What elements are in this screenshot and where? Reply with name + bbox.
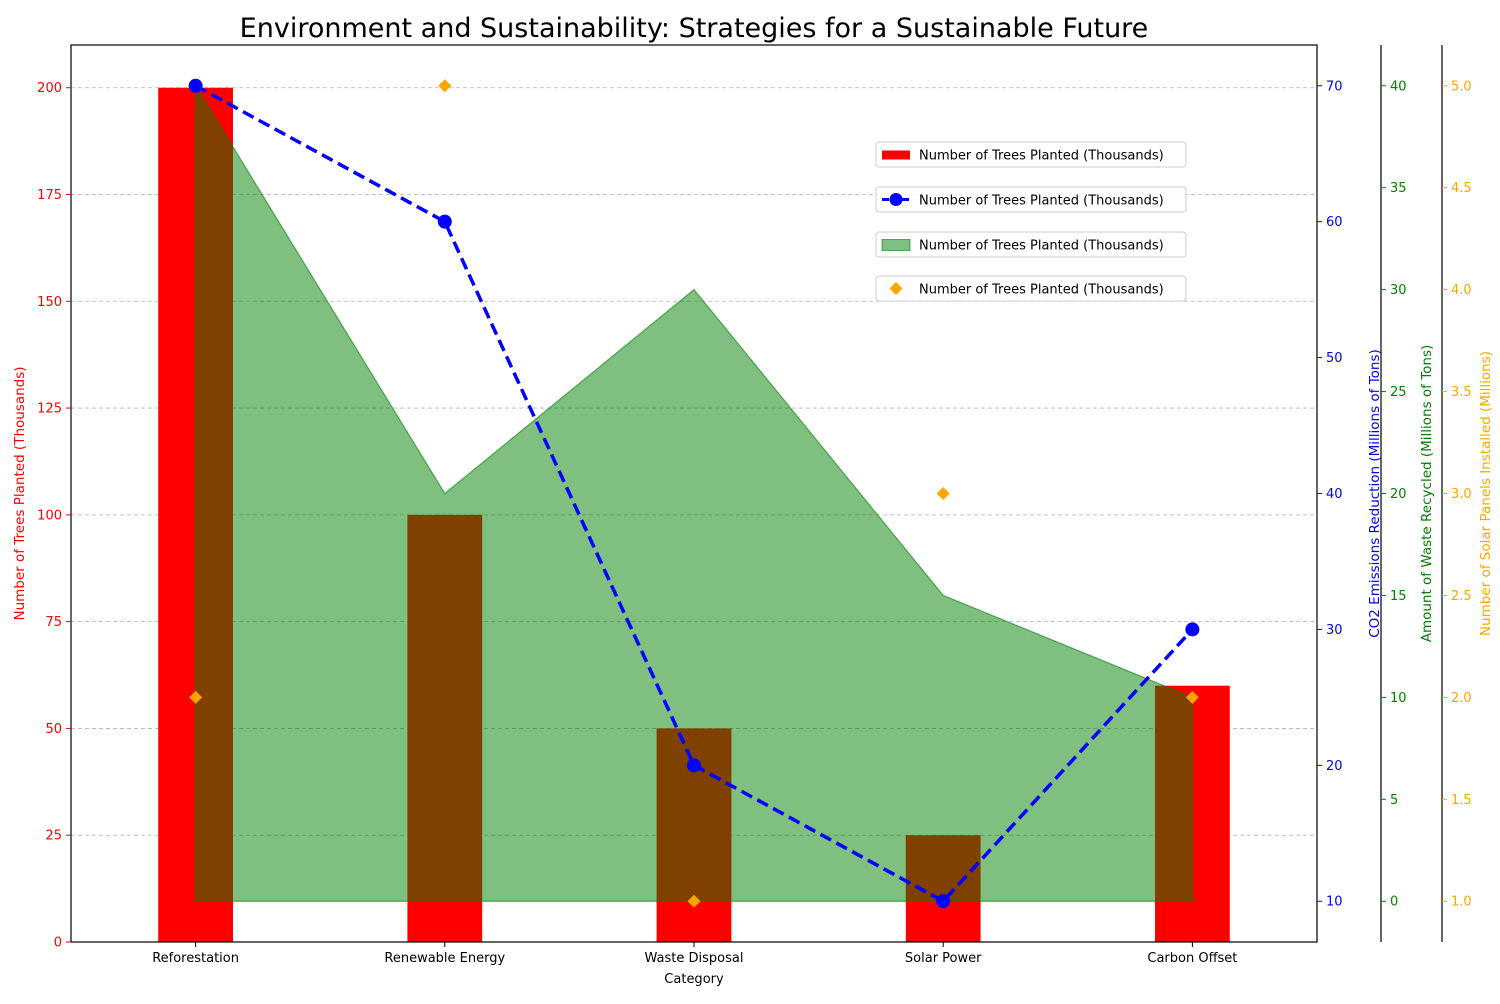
y-tick-label-co2: 30 (1326, 623, 1343, 638)
y-tick-label-trees: 75 (45, 615, 62, 630)
y-tick-label-co2: 10 (1326, 895, 1343, 910)
y-axis-label-waste: Amount of Waste Recycled (Millions of To… (1419, 345, 1435, 643)
x-axis-label: Category (664, 972, 724, 987)
y-tick-label-solar: 1.0 (1451, 895, 1472, 910)
legend-box (875, 186, 1187, 213)
scatter-point-waste-disposal (687, 894, 701, 908)
y-tick-label-waste: 20 (1390, 487, 1407, 502)
scatter-point-renewable-energy (438, 79, 452, 93)
x-tick-label: Waste Disposal (645, 951, 744, 966)
line-point-carbon-offset (1185, 622, 1200, 637)
y-tick-label-solar: 1.5 (1451, 793, 1472, 808)
legend-label: Number of Trees Planted (Thousands) (919, 283, 1164, 298)
axes-layer: Reforestation Renewable Energy Waste Dispo… (12, 44, 1494, 966)
area-layer (195, 83, 1193, 902)
y-tick-label-waste: 0 (1390, 895, 1398, 910)
line-series-co2 (194, 84, 1194, 904)
y-tick-label-waste: 5 (1390, 793, 1398, 808)
legend-label: Number of Trees Planted (Thousands) (919, 194, 1164, 209)
y-tick-label-trees: 25 (45, 829, 62, 844)
y-tick-label-co2: 20 (1326, 759, 1343, 774)
legend-box (875, 231, 1187, 258)
legend: Number of Trees Planted (Thousands) Numbe… (875, 141, 1187, 302)
legend-key-area (881, 239, 911, 251)
y-tick-label-solar: 4.5 (1451, 181, 1472, 196)
legend-box (875, 275, 1187, 302)
scatter-point-carbon-offset (1185, 690, 1199, 704)
y-tick-label-trees: 175 (37, 188, 62, 203)
legend-label: Number of Trees Planted (Thousands) (919, 149, 1164, 164)
legend-key-diamond (889, 282, 903, 295)
x-tick-label: Carbon Offset (1147, 951, 1237, 966)
x-tick-label: Solar Power (905, 951, 982, 966)
y-tick-label-trees: 100 (37, 508, 62, 523)
y-tick-label-solar: 2.5 (1451, 589, 1472, 604)
y-tick-label-trees: 125 (37, 402, 62, 417)
y-axis-label-co2: CO2 Emissions Reduction (Millions of Ton… (1367, 349, 1383, 638)
y-tick-label-co2: 40 (1326, 487, 1343, 502)
line-point-waste-disposal (687, 758, 701, 773)
y-tick-label-trees: 50 (45, 722, 62, 737)
scatter-point-solar-power (936, 487, 950, 500)
y-tick-label-solar: 3.5 (1451, 385, 1472, 400)
y-tick-label-waste: 30 (1390, 283, 1407, 298)
y-tick-label-waste: 15 (1390, 589, 1407, 604)
scatter-point-reforestation (189, 690, 203, 704)
y-axis-label-solar: Number of Solar Panels Installed (Millio… (1478, 351, 1494, 636)
line-point-solar-power (936, 894, 951, 909)
y-tick-label-solar: 5.0 (1451, 79, 1472, 94)
x-tick-label: Reforestation (152, 951, 239, 966)
y-tick-label-co2: 60 (1326, 215, 1343, 230)
chart-title: Environment and Sustainability: Strategi… (240, 13, 1149, 44)
line-point-reforestation (188, 78, 203, 93)
y-tick-label-waste: 10 (1390, 691, 1407, 706)
y-tick-label-co2: 50 (1326, 351, 1343, 366)
y-tick-label-waste: 35 (1390, 181, 1407, 196)
line-layer (188, 78, 1200, 909)
area-series-waste (195, 83, 1193, 902)
y-tick-label-co2: 70 (1326, 79, 1343, 94)
legend-key-marker (889, 193, 903, 206)
y-axis-label-trees: Number of Trees Planted (Thousands) (12, 366, 28, 620)
line-point-renewable-energy (437, 214, 452, 229)
y-tick-label-waste: 40 (1390, 79, 1407, 94)
y-tick-label-trees: 200 (37, 81, 62, 96)
legend-key-bar (882, 150, 910, 160)
legend-box (875, 141, 1187, 168)
y-tick-label-solar: 3.0 (1451, 487, 1472, 502)
x-tick-label: Renewable Energy (384, 951, 505, 966)
scatter-layer (189, 79, 1199, 908)
y-tick-label-waste: 25 (1390, 385, 1407, 400)
y-tick-label-trees: 150 (37, 295, 62, 310)
legend-label: Number of Trees Planted (Thousands) (919, 239, 1164, 254)
y-tick-label-solar: 4.0 (1451, 283, 1472, 298)
y-tick-label-trees: 0 (54, 936, 62, 951)
y-tick-label-solar: 2.0 (1451, 691, 1472, 706)
